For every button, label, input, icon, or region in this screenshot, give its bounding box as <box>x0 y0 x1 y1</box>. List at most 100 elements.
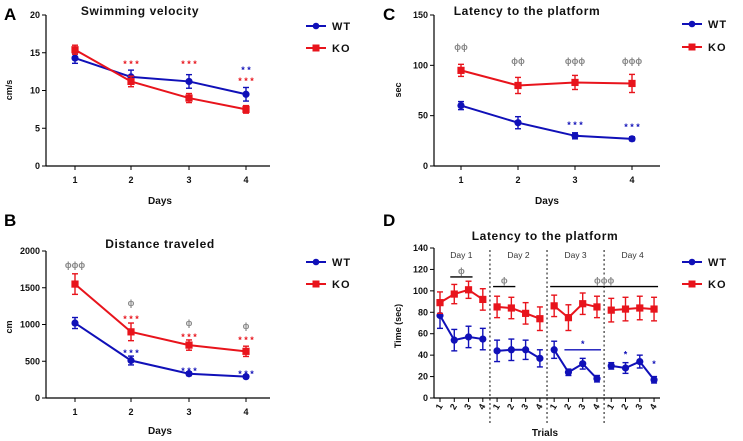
legend-ko-label: KO <box>332 279 351 291</box>
panel-a-wt-point <box>242 90 250 98</box>
panel-d-x-tick-label: 4 <box>533 402 544 411</box>
panel-a-x-axis-label: Days <box>148 196 172 207</box>
panel-d-y-tick-label: 0 <box>423 393 428 403</box>
panel-d-x-tick-label: 2 <box>505 402 516 411</box>
panel-d-ko-point <box>450 290 458 298</box>
panel-b-significance-label: * * * <box>123 348 139 358</box>
panel-b-significance-label: ɸɸɸ <box>65 260 85 270</box>
legend-wt-marker <box>688 20 696 28</box>
panel-b-significance-label: * * * <box>123 314 139 324</box>
panel-d-x-tick-label: 3 <box>633 402 644 411</box>
panel-a-significance-label: * * * <box>181 59 197 69</box>
panel-d-wt-point <box>593 375 601 383</box>
panel-c-x-tick-label: 4 <box>629 175 634 185</box>
panel-b-x-axis-label: Days <box>148 426 172 437</box>
panel-c-y-axis-label: sec <box>393 82 403 97</box>
legend-wt-marker <box>688 258 696 266</box>
panel-d-ko-point <box>593 303 601 311</box>
legend-ko-marker <box>688 280 696 288</box>
panel-d-ko-line <box>497 305 541 320</box>
panel-d-x-tick-label: 1 <box>491 402 502 411</box>
panel-c-y-tick-label: 100 <box>413 60 428 70</box>
panel-a-y-axis-label: cm/s <box>4 80 14 101</box>
panel-d-ko-point <box>621 305 630 313</box>
panel-d-wt-point <box>607 362 615 370</box>
panel-d-x-tick-label: 3 <box>519 402 530 411</box>
panel-d-x-tick-label: 2 <box>619 402 630 411</box>
panel-c-wt-point <box>628 135 636 143</box>
day-label: Day 2 <box>507 250 529 260</box>
panel-d-significance-label: * <box>581 339 585 349</box>
panel-d-ko-point <box>464 286 473 294</box>
panel-d-ko-point <box>493 303 501 311</box>
legend-ko-marker <box>312 280 320 288</box>
panel-a-legend: WT KO <box>306 21 351 55</box>
panel-b-y-tick-label: 500 <box>25 356 40 366</box>
panel-b-ko-point <box>242 347 250 355</box>
panel-b-ko-line <box>74 283 247 353</box>
panel-d-wt-point <box>493 347 501 355</box>
panel-d-ko-point <box>607 306 615 314</box>
panel-d-x-axis-label: Trials <box>532 428 559 439</box>
panel-c-ko-point <box>571 78 579 87</box>
panel-d: D Latency to the platform Time (sec) Tri… <box>383 211 726 439</box>
panel-d-significance-label: ɸ <box>501 276 508 286</box>
panel-d-wt-point <box>536 354 544 362</box>
panel-c-legend: WT KO <box>682 19 726 54</box>
panel-c-wt-point <box>571 132 579 140</box>
legend-ko-marker <box>312 44 320 52</box>
panel-c-ko-line <box>460 69 633 87</box>
day-label: Day 1 <box>450 250 472 260</box>
panel-a-wt-point <box>185 77 193 86</box>
panel-c-label: C <box>383 5 395 24</box>
panel-d-x-tick-label: 1 <box>548 402 559 411</box>
legend-wt-label: WT <box>332 21 351 33</box>
panel-d-wt-point <box>564 368 573 376</box>
legend-ko-label: KO <box>332 43 351 55</box>
panel-b-wt-point <box>185 370 193 378</box>
panel-a-y-tick-label: 10 <box>30 86 40 96</box>
panel-d-wt-point <box>621 364 630 372</box>
panel-b-y-tick-label: 1000 <box>20 320 40 330</box>
panel-b-title: Distance traveled <box>105 237 215 251</box>
panel-c-x-tick-label: 3 <box>572 175 577 185</box>
panel-c-y-tick-label: 0 <box>423 161 428 171</box>
panel-b-significance-label: ɸ <box>128 298 135 308</box>
panel-d-title: Latency to the platform <box>472 229 618 243</box>
panel-c-x-tick-label: 2 <box>515 175 520 185</box>
panel-a-x-tick-label: 1 <box>72 175 77 185</box>
panel-d-ko-point <box>564 314 573 322</box>
panel-d-label: D <box>383 211 395 230</box>
panel-a-significance-label: * * <box>241 65 251 75</box>
panel-d-y-tick-label: 20 <box>418 372 428 382</box>
panel-d-wt-point <box>579 360 587 368</box>
panel-a-y-tick-label: 20 <box>30 10 40 20</box>
panel-d-x-tick-label: 2 <box>562 402 573 411</box>
panel-c-title: Latency to the platform <box>454 4 600 18</box>
panel-d-y-tick-label: 60 <box>418 329 428 339</box>
panel-a-title: Swimming velocity <box>81 4 199 18</box>
panel-d-wt-line <box>497 348 541 360</box>
panel-d-ko-point <box>579 300 587 308</box>
panel-d-x-tick-label: 4 <box>476 402 487 411</box>
panel-a-significance-label: * * * <box>123 59 139 69</box>
panel-a-ko-point <box>127 77 135 86</box>
panel-d-x-tick-label: 3 <box>576 402 587 411</box>
panel-c-significance-label: ɸɸ <box>454 42 468 52</box>
panel-b-significance-label: * * * <box>238 369 254 379</box>
panel-a-x-tick-label: 4 <box>243 175 248 185</box>
panel-a: A Swimming velocity cm/s Days 0 5 10 15 20 1 2… <box>4 4 351 207</box>
panel-c-wt-line <box>460 104 633 140</box>
panel-b-wt-point <box>71 319 79 327</box>
panel-d-y-tick-label: 140 <box>413 243 428 253</box>
panel-d-significance-label: ɸɸɸ <box>594 276 614 286</box>
panel-d-y-tick-label: 120 <box>413 264 428 274</box>
panel-c-x-tick-label: 1 <box>458 175 463 185</box>
panel-c: C Latency to the platform sec Days 0 50 10… <box>383 4 726 207</box>
panel-c-wt-point <box>514 119 522 127</box>
panel-a-y-tick-label: 0 <box>35 161 40 171</box>
panel-d-y-tick-label: 80 <box>418 307 428 317</box>
